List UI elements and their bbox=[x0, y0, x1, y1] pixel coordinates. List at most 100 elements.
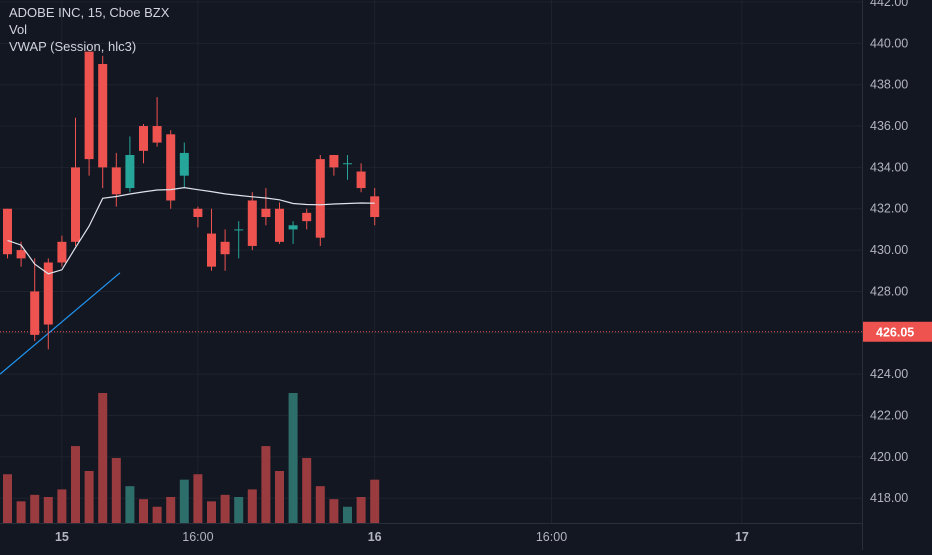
candle bbox=[247, 192, 257, 251]
volume-bar bbox=[275, 471, 284, 523]
volume-bar bbox=[356, 497, 366, 523]
candle bbox=[207, 208, 216, 271]
symbol-title[interactable]: ADOBE INC, 15, Cboe BZX bbox=[9, 5, 170, 20]
candle bbox=[234, 221, 244, 259]
candle-body bbox=[207, 233, 216, 267]
candle bbox=[315, 154, 325, 246]
price-tick-label: 438.00 bbox=[870, 78, 908, 92]
candle-body bbox=[302, 212, 312, 222]
volume-bar bbox=[288, 393, 298, 523]
time-tick-label: 16:00 bbox=[182, 530, 213, 544]
price-scale-background bbox=[862, 0, 932, 550]
candle bbox=[84, 51, 94, 176]
price-tick-label: 430.00 bbox=[870, 243, 908, 257]
candle-body bbox=[152, 126, 162, 143]
candle bbox=[343, 154, 352, 180]
candle bbox=[98, 55, 108, 189]
candle-body bbox=[125, 154, 135, 189]
candle bbox=[261, 188, 271, 226]
time-tick-label: 17 bbox=[735, 530, 749, 544]
price-tick-label: 432.00 bbox=[870, 202, 908, 216]
candle-body bbox=[275, 208, 284, 242]
candle-body bbox=[329, 154, 339, 168]
volume-bar bbox=[139, 499, 148, 523]
candle bbox=[275, 202, 284, 244]
candle-body bbox=[315, 159, 325, 238]
volume-bar bbox=[43, 497, 53, 523]
candle-body bbox=[16, 250, 26, 259]
candle-body bbox=[356, 171, 366, 189]
volume-bar bbox=[343, 506, 352, 523]
volume-bar bbox=[98, 393, 108, 523]
candle-body bbox=[71, 167, 80, 242]
candle bbox=[3, 208, 12, 259]
candle-body bbox=[247, 200, 257, 246]
candle-body bbox=[220, 241, 230, 255]
candle-body bbox=[261, 208, 271, 218]
candle-body bbox=[84, 51, 94, 160]
candle-body bbox=[139, 126, 148, 151]
candle bbox=[370, 188, 380, 226]
candle bbox=[139, 123, 148, 164]
candle-body bbox=[3, 208, 12, 255]
time-tick-label: 15 bbox=[55, 530, 69, 544]
price-tick-label: 428.00 bbox=[870, 284, 908, 298]
candle-body bbox=[288, 225, 298, 230]
candle-body bbox=[234, 229, 244, 231]
candle-body bbox=[98, 64, 108, 168]
candle bbox=[220, 229, 230, 271]
candle bbox=[179, 142, 189, 189]
price-tick-label: 442.00 bbox=[870, 0, 908, 9]
candle bbox=[57, 235, 67, 267]
price-tick-label: 420.00 bbox=[870, 450, 908, 464]
chart-legend: ADOBE INC, 15, Cboe BZX Vol VWAP (Sessio… bbox=[9, 4, 169, 55]
volume-bar bbox=[234, 497, 244, 523]
volume-bar bbox=[30, 494, 40, 523]
candle-body bbox=[43, 262, 53, 325]
price-tick-label: 434.00 bbox=[870, 160, 908, 174]
volume-bar bbox=[179, 479, 189, 523]
candle-body bbox=[111, 167, 121, 195]
candle-body bbox=[179, 152, 189, 176]
candle-body bbox=[166, 134, 176, 201]
price-tick-label: 424.00 bbox=[870, 367, 908, 381]
vwap-indicator-label[interactable]: VWAP (Session, hlc3) bbox=[9, 39, 137, 54]
price-scale[interactable]: 442.00 440.00 438.00 436.00 434.00 432.00 430.… bbox=[862, 0, 932, 550]
price-tick-label: 436.00 bbox=[870, 119, 908, 133]
candle bbox=[125, 136, 135, 193]
candle bbox=[356, 163, 366, 193]
current-price-label: 426.05 bbox=[876, 325, 914, 339]
volume-indicator-label[interactable]: Vol bbox=[9, 22, 28, 37]
price-tick-label: 422.00 bbox=[870, 408, 908, 422]
candle bbox=[152, 97, 162, 147]
trend-line-drawing bbox=[0, 272, 121, 375]
vwap-line bbox=[7, 186, 375, 275]
candle-body bbox=[30, 291, 40, 335]
price-tick-label: 418.00 bbox=[870, 491, 908, 505]
volume-bar bbox=[261, 446, 271, 523]
volume-bar bbox=[71, 446, 80, 523]
chart-background bbox=[0, 0, 862, 523]
time-tick-label: 16:00 bbox=[536, 530, 567, 544]
candle bbox=[302, 208, 312, 230]
candle-body bbox=[57, 241, 67, 263]
volume-bar bbox=[57, 489, 67, 523]
volume-bar bbox=[207, 501, 216, 523]
chart-pane[interactable]: ADOBE INC, 15, Cboe BZX Vol VWAP (Sessio… bbox=[0, 0, 862, 523]
candle bbox=[166, 130, 176, 209]
candle bbox=[329, 154, 339, 176]
volume-bar bbox=[329, 499, 339, 523]
volume-bar bbox=[166, 497, 176, 523]
candle bbox=[288, 221, 298, 244]
volume-bar bbox=[315, 486, 325, 523]
current-price-tag bbox=[863, 321, 932, 342]
candlestick-chart[interactable] bbox=[0, 0, 862, 523]
volume-bar bbox=[247, 489, 257, 523]
price-tick-label: 440.00 bbox=[870, 36, 908, 50]
time-tick-label: 16 bbox=[368, 530, 382, 544]
candle-body bbox=[343, 163, 352, 165]
volume-bar bbox=[152, 506, 162, 523]
volume-bar bbox=[3, 474, 12, 523]
candle-body bbox=[193, 208, 203, 218]
